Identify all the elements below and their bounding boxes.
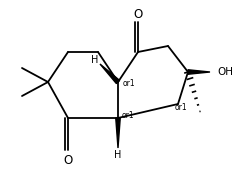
Text: or1: or1 bbox=[122, 111, 135, 121]
Polygon shape bbox=[116, 118, 120, 148]
Text: H: H bbox=[114, 150, 122, 160]
Polygon shape bbox=[100, 64, 120, 84]
Text: O: O bbox=[133, 7, 143, 20]
Text: or1: or1 bbox=[123, 80, 136, 88]
Polygon shape bbox=[188, 70, 210, 74]
Text: OH: OH bbox=[217, 67, 233, 77]
Text: H: H bbox=[91, 55, 99, 65]
Text: O: O bbox=[63, 153, 73, 166]
Text: or1: or1 bbox=[175, 103, 188, 111]
